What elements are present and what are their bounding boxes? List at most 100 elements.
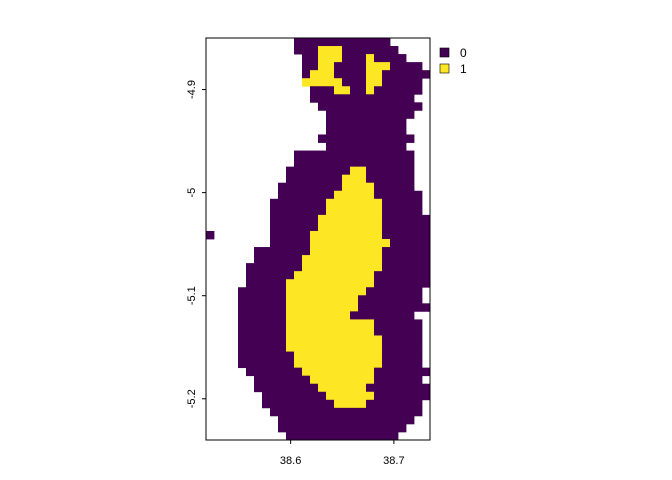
raster-cell-0 bbox=[382, 279, 391, 288]
raster-cell-0 bbox=[262, 383, 271, 393]
x-axis: 38.6 38.7 bbox=[280, 440, 405, 467]
raster-cell-0 bbox=[382, 78, 391, 87]
legend-label-0: 0 bbox=[460, 46, 467, 60]
raster-cell-0 bbox=[270, 214, 279, 224]
raster-cell-0 bbox=[374, 319, 383, 328]
y-tick-label: -5.2 bbox=[186, 389, 198, 408]
raster-cell-1 bbox=[342, 327, 351, 336]
raster-cell-0 bbox=[398, 126, 407, 135]
raster-cell-1 bbox=[326, 46, 335, 55]
raster-cell-0 bbox=[278, 335, 287, 344]
raster-cell-1 bbox=[350, 166, 359, 176]
raster-cell-0 bbox=[294, 431, 303, 441]
raster-cell-0 bbox=[302, 214, 311, 224]
raster-cell-0 bbox=[318, 431, 327, 441]
raster-cell-0 bbox=[350, 431, 359, 441]
raster-cell-0 bbox=[350, 142, 359, 151]
raster-cell-1 bbox=[342, 375, 351, 385]
raster-cell-0 bbox=[374, 86, 383, 95]
raster-cell-0 bbox=[286, 391, 295, 401]
raster-cell-0 bbox=[294, 255, 303, 264]
raster-cell-0 bbox=[414, 295, 423, 304]
raster-cell-0 bbox=[390, 46, 399, 55]
raster-cell-0 bbox=[342, 126, 351, 135]
raster-cell-1 bbox=[302, 335, 311, 344]
raster-cell-1 bbox=[294, 279, 303, 288]
raster-cell-0 bbox=[334, 407, 343, 417]
raster-cell-0 bbox=[398, 399, 407, 409]
raster-cell-0 bbox=[310, 423, 319, 433]
raster-cell-0 bbox=[406, 263, 415, 272]
raster-cell-1 bbox=[286, 279, 295, 288]
raster-cell-0 bbox=[318, 391, 327, 401]
raster-cell-0 bbox=[414, 367, 423, 377]
raster-cell-0 bbox=[294, 38, 303, 47]
raster-cell-1 bbox=[358, 375, 367, 385]
raster-cell-0 bbox=[278, 367, 287, 377]
raster-cell-0 bbox=[398, 94, 407, 103]
raster-cell-0 bbox=[262, 399, 271, 409]
raster-cell-0 bbox=[382, 54, 391, 63]
raster-cell-0 bbox=[358, 150, 367, 159]
raster-cell-1 bbox=[310, 78, 319, 87]
raster-cell-1 bbox=[294, 351, 303, 360]
raster-cell-0 bbox=[398, 214, 407, 224]
raster-cell-0 bbox=[262, 391, 271, 401]
raster-cell-0 bbox=[358, 102, 367, 111]
raster-cell-0 bbox=[374, 94, 383, 103]
raster-cell-0 bbox=[382, 255, 391, 264]
raster-cell-0 bbox=[398, 110, 407, 119]
raster-cell-0 bbox=[406, 375, 415, 385]
raster-cell-0 bbox=[358, 86, 367, 95]
raster-cell-0 bbox=[382, 222, 391, 232]
raster-cell-1 bbox=[310, 375, 319, 385]
raster-cell-1 bbox=[366, 255, 375, 264]
raster-cell-0 bbox=[382, 190, 391, 200]
raster-cell-0 bbox=[238, 327, 247, 336]
raster-cell-1 bbox=[286, 327, 295, 336]
raster-cell-0 bbox=[366, 174, 375, 184]
raster-cell-0 bbox=[310, 38, 319, 47]
raster-cell-0 bbox=[350, 70, 359, 79]
raster-cell-0 bbox=[270, 335, 279, 344]
raster-cell-0 bbox=[334, 431, 343, 441]
raster-cell-0 bbox=[302, 247, 311, 256]
raster-cell-1 bbox=[342, 391, 351, 401]
raster-cell-0 bbox=[374, 295, 383, 304]
raster-cell-0 bbox=[238, 343, 247, 352]
raster-cell-0 bbox=[294, 46, 303, 55]
raster-cell-1 bbox=[318, 78, 327, 87]
raster-cell-0 bbox=[294, 407, 303, 417]
raster-cell-0 bbox=[350, 62, 359, 71]
raster-cell-1 bbox=[342, 190, 351, 200]
raster-cell-1 bbox=[366, 391, 375, 401]
raster-cell-0 bbox=[398, 198, 407, 208]
raster-cell-0 bbox=[414, 359, 423, 369]
raster-cell-1 bbox=[358, 351, 367, 360]
raster-cell-0 bbox=[238, 359, 247, 369]
raster-cell-0 bbox=[406, 182, 415, 192]
raster-cell-1 bbox=[334, 54, 343, 63]
y-axis: -4.9 -5 -5.1 -5.2 bbox=[186, 80, 206, 408]
raster-cell-0 bbox=[326, 158, 335, 168]
raster-cell-0 bbox=[350, 415, 359, 425]
raster-cell-0 bbox=[334, 110, 343, 119]
raster-cell-0 bbox=[374, 287, 383, 296]
raster-cell-0 bbox=[246, 295, 255, 304]
raster-cell-0 bbox=[382, 327, 391, 336]
raster-cell-0 bbox=[366, 142, 375, 151]
raster-cell-1 bbox=[334, 319, 343, 328]
raster-cell-0 bbox=[406, 383, 415, 393]
raster-cell-0 bbox=[318, 94, 327, 103]
raster-cell-0 bbox=[398, 166, 407, 176]
raster-cell-0 bbox=[366, 102, 375, 111]
raster-cell-1 bbox=[358, 230, 367, 240]
raster-cell-0 bbox=[382, 118, 391, 127]
raster-cell-0 bbox=[390, 279, 399, 288]
raster-cell-0 bbox=[334, 423, 343, 433]
raster-cell-0 bbox=[390, 54, 399, 63]
raster-cell-1 bbox=[318, 214, 327, 224]
raster-cell-0 bbox=[358, 311, 367, 320]
raster-cell-1 bbox=[342, 287, 351, 296]
raster-cell-1 bbox=[358, 182, 367, 192]
